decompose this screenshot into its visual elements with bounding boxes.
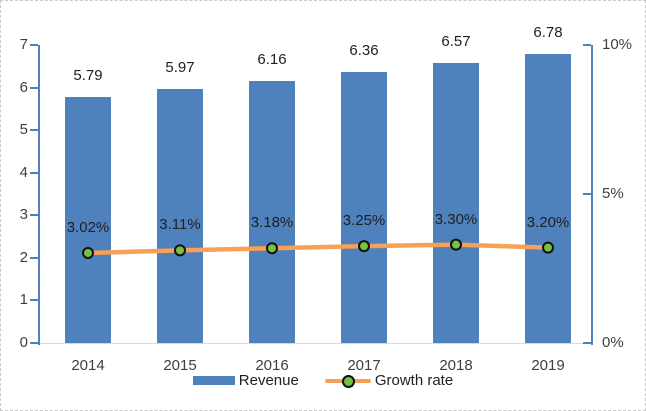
right-axis-tick [583, 44, 591, 46]
left-axis-tick [30, 171, 38, 174]
growth-rate-value-label: 3.11% [159, 216, 201, 234]
growth-rate-marker-icon [341, 374, 355, 388]
bar-2017 [341, 72, 387, 343]
bar-value-label: 6.78 [533, 24, 563, 42]
x-axis-label-2018: 2018 [439, 357, 473, 374]
x-axis-label-2016: 2016 [255, 357, 289, 374]
x-axis-label-2019: 2019 [531, 357, 565, 374]
growth-rate-value-label: 3.18% [250, 214, 294, 232]
bar-value-label: 6.57 [441, 33, 471, 51]
left-axis-tick-label: 4 [19, 163, 28, 181]
growth-rate-value-label: 3.20% [526, 213, 570, 231]
left-axis-tick [30, 44, 38, 46]
left-y-axis-line [38, 45, 40, 345]
x-axis-label-2015: 2015 [163, 357, 197, 374]
growth-rate-value-label: 3.25% [342, 212, 386, 230]
right-axis-tick-label: 0% [602, 334, 624, 351]
x-axis-label-2017: 2017 [347, 357, 381, 374]
right-axis-tick [583, 342, 591, 344]
right-axis-tick [583, 193, 591, 195]
bar-value-label: 5.79 [73, 66, 103, 84]
left-axis-tick-label: 0 [19, 334, 28, 351]
left-axis-tick [30, 299, 38, 302]
x-axis-line [39, 343, 592, 344]
legend-item-revenue: Revenue [192, 372, 299, 389]
legend-label-growth-rate: Growth rate [374, 372, 454, 389]
growth-rate-value-label: 3.30% [434, 210, 478, 228]
legend-label-revenue: Revenue [238, 372, 299, 389]
left-axis-tick-label: 2 [19, 248, 28, 266]
left-axis-tick-label: 1 [19, 291, 28, 309]
legend-item-growth-rate: Growth rate [324, 372, 454, 389]
left-axis-tick [30, 86, 38, 89]
left-axis-tick [30, 256, 38, 259]
left-axis-tick [30, 342, 38, 344]
bar-value-label: 6.16 [257, 50, 287, 68]
bar-value-label: 6.36 [349, 42, 379, 60]
bar-2016 [249, 80, 295, 343]
x-axis-label-2014: 2014 [71, 357, 105, 374]
left-axis-tick [30, 129, 38, 132]
bar-2015 [157, 88, 203, 343]
bar-2014 [65, 96, 111, 343]
revenue-swatch-icon [192, 376, 235, 385]
legend: Revenue Growth rate [1, 372, 645, 389]
right-axis-tick-label: 5% [602, 185, 624, 202]
left-axis-tick-label: 3 [19, 206, 28, 224]
left-axis-tick [30, 214, 38, 217]
bar-2018 [433, 63, 479, 343]
left-axis-tick-label: 5 [19, 121, 28, 139]
bar-2019 [525, 54, 571, 343]
growth-rate-value-label: 3.02% [66, 219, 110, 236]
right-axis-tick-label: 10% [602, 36, 633, 53]
left-axis-tick-label: 6 [19, 78, 28, 96]
right-y-axis-line [591, 45, 593, 345]
left-axis-tick-label: 7 [19, 36, 28, 53]
bar-value-label: 5.97 [165, 58, 195, 76]
growth-rate-line-icon [324, 374, 371, 388]
